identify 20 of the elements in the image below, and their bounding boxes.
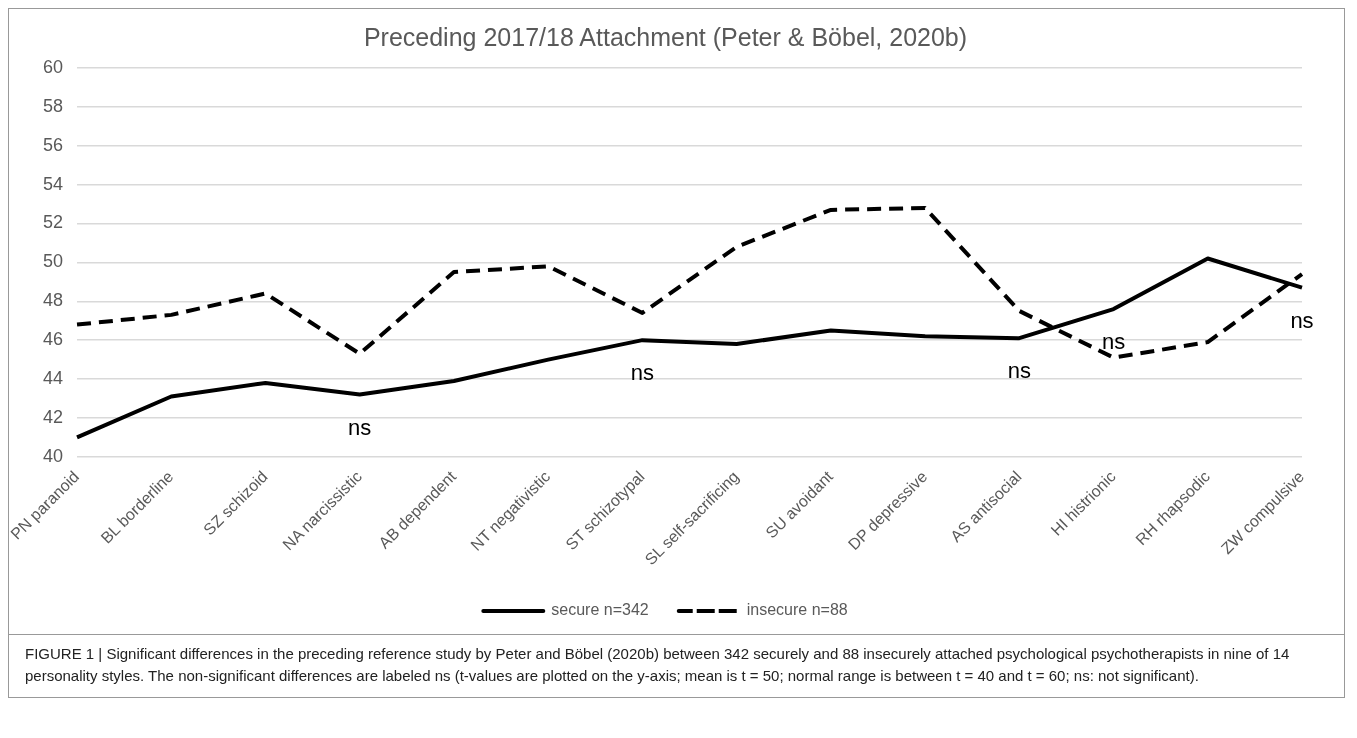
y-tick-label: 48 <box>42 290 64 311</box>
legend-label: insecure n=88 <box>746 601 848 619</box>
y-tick-label: 54 <box>42 173 64 194</box>
y-tick-label: 58 <box>42 95 64 116</box>
y-tick-label: 56 <box>42 134 64 155</box>
legend-label: secure n=342 <box>551 601 649 619</box>
data-label: ns <box>348 414 372 440</box>
data-label: ns <box>630 360 655 386</box>
caption: FIGURE 1 | Significant differences in the preceding reference study by Peter and Böbel (2020b) between 342 securely and 88 insecurely attached psychological psychotherapists in nine of 14 personality styles. The non-significant differences are labeled ns (t-values are plotted on the y-axis; mean is t = 50; normal range is between t = 40 and t = 60; ns: not significant). <box>25 644 1291 686</box>
y-tick-label: 50 <box>42 251 64 272</box>
y-tick-label: 52 <box>42 212 64 233</box>
y-tick-label: 44 <box>42 367 64 388</box>
data-label: ns <box>1101 329 1126 355</box>
chart-title: Preceding 2017/18 Attachment (Peter & Böbel, 2020b) <box>363 22 968 51</box>
y-tick-label: 40 <box>42 445 64 466</box>
y-tick-label: 46 <box>42 329 64 350</box>
y-tick-label: 42 <box>42 406 64 427</box>
data-label: ns <box>1290 307 1314 333</box>
data-label: ns <box>1007 358 1031 384</box>
y-tick-label: 60 <box>42 56 64 77</box>
